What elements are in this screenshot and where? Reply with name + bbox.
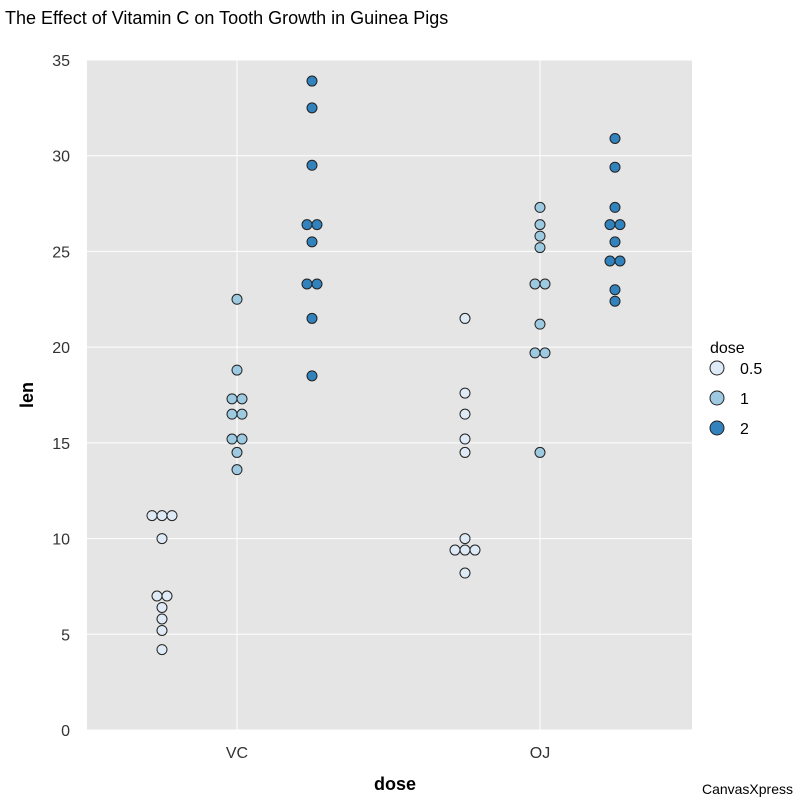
data-point xyxy=(534,201,546,213)
data-point xyxy=(226,393,238,405)
data-point xyxy=(529,278,541,290)
data-point xyxy=(311,278,323,290)
data-point xyxy=(166,510,178,522)
data-point xyxy=(459,567,471,579)
watermark: CanvasXpress xyxy=(702,781,793,797)
data-point xyxy=(231,293,243,305)
data-point xyxy=(534,446,546,458)
y-tick-label: 5 xyxy=(61,627,70,644)
data-point xyxy=(604,219,616,231)
data-point xyxy=(306,75,318,87)
data-point xyxy=(301,278,313,290)
data-point xyxy=(609,284,621,296)
data-point xyxy=(529,347,541,359)
data-point xyxy=(459,312,471,324)
data-point xyxy=(604,255,616,267)
data-point xyxy=(449,544,461,556)
data-point xyxy=(609,161,621,173)
y-axis-label: len xyxy=(17,382,37,408)
x-axis-label: dose xyxy=(374,774,416,794)
data-point xyxy=(306,236,318,248)
chart-title: The Effect of Vitamin C on Tooth Growth … xyxy=(5,8,448,28)
data-point xyxy=(231,464,243,476)
data-point xyxy=(311,219,323,231)
y-tick-label: 15 xyxy=(52,436,70,453)
plot-background xyxy=(87,60,692,730)
data-point xyxy=(614,255,626,267)
data-point xyxy=(161,590,173,602)
data-point xyxy=(156,533,168,545)
legend-marker xyxy=(709,360,725,376)
data-point xyxy=(306,312,318,324)
y-tick-label: 20 xyxy=(52,340,70,357)
y-tick-label: 30 xyxy=(52,149,70,166)
legend-marker xyxy=(709,390,725,406)
data-point xyxy=(306,159,318,171)
data-point xyxy=(459,408,471,420)
data-point xyxy=(459,544,471,556)
legend-title: dose xyxy=(710,340,745,357)
data-point xyxy=(236,433,248,445)
data-point xyxy=(236,408,248,420)
data-point xyxy=(534,242,546,254)
legend-label: 1 xyxy=(740,391,749,408)
x-tick-label: OJ xyxy=(530,745,550,762)
y-tick-label: 10 xyxy=(52,532,70,549)
data-point xyxy=(534,219,546,231)
y-tick-label: 0 xyxy=(61,723,70,740)
data-point xyxy=(539,278,551,290)
data-point xyxy=(156,624,168,636)
data-point xyxy=(226,433,238,445)
data-point xyxy=(539,347,551,359)
data-point xyxy=(609,132,621,144)
data-point xyxy=(614,219,626,231)
data-point xyxy=(469,544,481,556)
data-point xyxy=(231,364,243,376)
legend-marker xyxy=(709,420,725,436)
data-point xyxy=(609,295,621,307)
data-point xyxy=(231,446,243,458)
legend-label: 2 xyxy=(740,421,749,438)
data-point xyxy=(459,446,471,458)
data-point xyxy=(226,408,238,420)
x-tick-label: VC xyxy=(226,745,248,762)
data-point xyxy=(301,219,313,231)
data-point xyxy=(151,590,163,602)
data-point xyxy=(609,236,621,248)
data-point xyxy=(459,387,471,399)
data-point xyxy=(459,533,471,545)
data-point xyxy=(459,433,471,445)
data-point xyxy=(156,510,168,522)
y-tick-label: 25 xyxy=(52,244,70,261)
data-point xyxy=(236,393,248,405)
data-point xyxy=(156,644,168,656)
data-point xyxy=(306,102,318,114)
data-point xyxy=(609,201,621,213)
y-tick-label: 35 xyxy=(52,53,70,70)
data-point xyxy=(534,318,546,330)
data-point xyxy=(156,613,168,625)
data-point xyxy=(146,510,158,522)
data-point xyxy=(156,601,168,613)
data-point xyxy=(306,370,318,382)
data-point xyxy=(534,230,546,242)
legend-label: 0.5 xyxy=(740,361,762,378)
